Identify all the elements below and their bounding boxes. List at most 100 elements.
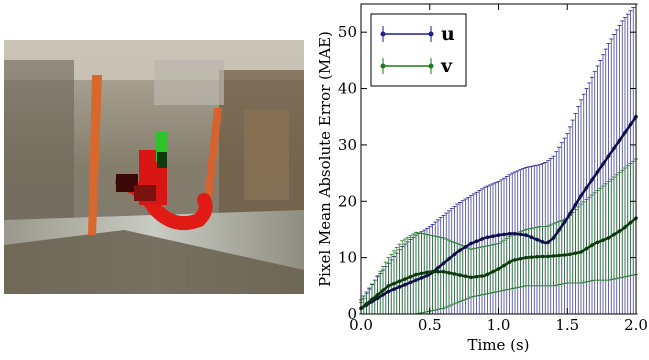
data-point-u xyxy=(623,130,627,135)
data-point-u xyxy=(535,237,539,242)
data-point-u xyxy=(518,232,523,237)
data-point-v xyxy=(392,281,396,286)
data-point-u xyxy=(408,280,413,285)
data-point-v xyxy=(458,273,462,277)
legend-box xyxy=(370,13,467,87)
scene-right-structure-detail xyxy=(244,110,289,200)
data-point-u xyxy=(612,146,616,151)
legend-marker-v xyxy=(380,63,386,69)
data-point-u xyxy=(579,193,583,198)
data-point-v xyxy=(568,252,572,257)
x-tick-label: 2.0 xyxy=(624,316,648,334)
data-point-u xyxy=(414,278,418,282)
data-point-u xyxy=(562,220,567,224)
data-point-u xyxy=(403,282,407,287)
data-point-u xyxy=(436,265,440,270)
data-point-v xyxy=(623,225,627,229)
data-point-u xyxy=(425,273,429,278)
data-point-u xyxy=(419,276,424,280)
legend-label-v: v xyxy=(440,55,453,77)
y-tick-label: 20 xyxy=(338,192,357,210)
data-point-u xyxy=(573,202,578,207)
data-point-v xyxy=(601,238,605,242)
legend-label-u: u xyxy=(441,23,455,45)
y-tick-label: 0 xyxy=(347,305,357,323)
data-point-v xyxy=(403,277,407,281)
data-point-u xyxy=(568,211,572,216)
data-point-v xyxy=(469,275,473,280)
data-point-v xyxy=(584,246,589,251)
data-point-v xyxy=(447,271,451,275)
scene-foreground-rubble xyxy=(4,230,304,294)
trajectory-green-dark-segment xyxy=(157,152,167,168)
series-layer xyxy=(359,3,638,315)
trajectory-darkred-segment xyxy=(134,185,156,201)
data-point-u xyxy=(513,231,517,236)
data-point-v xyxy=(590,243,594,248)
data-point-v xyxy=(480,274,484,278)
data-point-v xyxy=(540,254,545,259)
legend: uv xyxy=(370,13,467,87)
video-frame-image xyxy=(4,40,304,294)
data-point-u xyxy=(441,261,446,266)
data-point-v xyxy=(573,251,578,255)
data-point-v xyxy=(441,269,446,274)
data-point-v xyxy=(524,255,528,260)
data-point-u xyxy=(485,235,490,240)
data-point-u xyxy=(507,231,512,236)
data-point-v xyxy=(529,255,534,259)
data-point-u xyxy=(397,285,402,289)
data-point-v xyxy=(436,269,440,274)
data-point-v xyxy=(579,250,583,254)
data-point-v xyxy=(408,275,413,279)
data-point-v xyxy=(491,269,495,274)
scene-window xyxy=(154,60,224,105)
data-point-v xyxy=(430,269,435,274)
legend-entries: uv xyxy=(380,23,455,77)
data-point-u xyxy=(458,248,462,253)
y-tick-label: 50 xyxy=(338,23,357,41)
data-point-v xyxy=(375,293,380,297)
x-tick-label: 1.5 xyxy=(555,316,579,334)
data-point-v xyxy=(562,253,567,257)
data-point-u xyxy=(386,289,391,294)
data-point-v xyxy=(414,272,418,277)
data-point-u xyxy=(491,234,495,239)
data-point-v xyxy=(628,220,633,225)
data-point-v xyxy=(370,297,374,302)
data-point-v xyxy=(397,279,402,284)
legend-marker-u xyxy=(380,31,386,37)
data-point-u xyxy=(375,296,380,301)
trajectory-dark-segment xyxy=(116,174,138,192)
data-point-v xyxy=(507,260,512,264)
data-point-u xyxy=(546,240,550,245)
data-point-u xyxy=(447,256,451,261)
data-point-u xyxy=(551,236,556,240)
data-point-v xyxy=(496,267,501,271)
data-point-v xyxy=(425,270,429,275)
y-axis-label: Pixel Mean Absolute Error (MAE) xyxy=(316,31,334,287)
x-tick-label: 1.0 xyxy=(487,316,511,334)
data-point-v xyxy=(419,271,424,276)
x-tick-label: 0.5 xyxy=(418,316,442,334)
data-point-v xyxy=(535,254,539,259)
data-point-v xyxy=(551,254,556,258)
data-point-u xyxy=(584,185,589,190)
scene-left-wall xyxy=(4,60,74,220)
data-point-v xyxy=(557,253,561,258)
data-point-u xyxy=(480,237,484,241)
data-point-u xyxy=(617,138,622,143)
data-point-v xyxy=(474,274,479,279)
data-point-u xyxy=(463,245,468,249)
data-point-v xyxy=(463,274,468,279)
x-tick-label: 0.0 xyxy=(349,316,373,334)
data-point-u xyxy=(469,241,473,246)
data-point-u xyxy=(557,228,561,232)
data-point-v xyxy=(485,272,490,277)
data-point-v xyxy=(617,229,622,233)
data-point-u xyxy=(474,239,479,244)
data-point-v xyxy=(364,302,369,306)
left-orange-pole xyxy=(88,75,102,235)
data-point-v xyxy=(518,256,523,261)
